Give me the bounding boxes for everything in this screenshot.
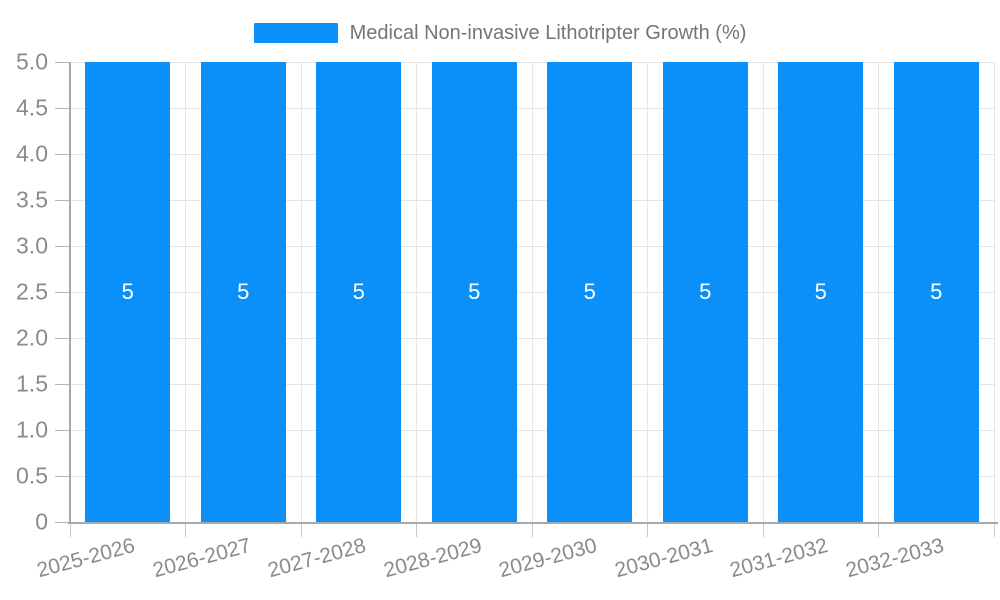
bar-value-label: 5 bbox=[468, 279, 481, 304]
y-axis-tick bbox=[55, 291, 70, 293]
x-axis-tick bbox=[300, 524, 302, 537]
x-axis-tick bbox=[416, 524, 417, 537]
bar-value-label: 5 bbox=[930, 279, 943, 304]
bar-value-label: 5 bbox=[814, 279, 827, 304]
x-axis-tick bbox=[531, 524, 533, 537]
v-gridline bbox=[647, 62, 648, 522]
x-tick-label: 2026-2027 bbox=[150, 534, 254, 583]
legend-swatch[interactable] bbox=[253, 23, 338, 43]
bar[interactable] bbox=[662, 62, 748, 522]
v-gridline bbox=[300, 62, 302, 522]
bar[interactable] bbox=[316, 62, 402, 522]
y-axis-tick bbox=[55, 107, 70, 109]
x-axis-tick bbox=[647, 524, 648, 537]
bar[interactable] bbox=[431, 62, 517, 522]
x-tick-label: 2030-2031 bbox=[612, 534, 716, 583]
x-axis-tick bbox=[762, 524, 764, 537]
y-tick-label: 3.0 bbox=[16, 232, 48, 259]
x-tick-label: 2029-2030 bbox=[496, 534, 600, 583]
bar[interactable] bbox=[200, 62, 286, 522]
y-tick-label: 2.0 bbox=[16, 324, 48, 351]
x-axis-tick bbox=[878, 524, 879, 537]
v-gridline bbox=[878, 62, 879, 522]
bar-value-label: 5 bbox=[583, 279, 596, 304]
bar[interactable] bbox=[547, 62, 633, 522]
legend[interactable]: Medical Non-invasive Lithotripter Growth… bbox=[0, 20, 1000, 46]
v-gridline bbox=[993, 62, 995, 522]
x-tick-label: 2031-2032 bbox=[727, 534, 831, 583]
y-tick-label: 3.5 bbox=[16, 186, 48, 213]
y-axis-tick bbox=[55, 337, 70, 339]
y-tick-label: 0 bbox=[35, 508, 48, 535]
y-axis-tick bbox=[55, 475, 70, 477]
x-axis-tick bbox=[69, 524, 71, 537]
x-axis-tick bbox=[185, 524, 186, 537]
bar[interactable] bbox=[893, 62, 979, 522]
x-axis-tick bbox=[993, 524, 995, 537]
y-tick-label: 5.0 bbox=[16, 48, 48, 75]
x-axis-line bbox=[68, 522, 998, 524]
y-tick-label: 0.5 bbox=[16, 462, 48, 489]
v-gridline bbox=[762, 62, 764, 522]
y-tick-label: 4.0 bbox=[16, 140, 48, 167]
y-tick-label: 4.5 bbox=[16, 94, 48, 121]
bar-value-label: 5 bbox=[699, 279, 712, 304]
bar[interactable] bbox=[85, 62, 171, 522]
y-axis-tick bbox=[55, 61, 70, 63]
y-axis-tick bbox=[55, 153, 70, 155]
bar[interactable] bbox=[778, 62, 864, 522]
y-axis-tick bbox=[55, 199, 70, 201]
y-tick-label: 2.5 bbox=[16, 278, 48, 305]
y-axis-tick bbox=[55, 429, 70, 431]
v-gridline bbox=[185, 62, 186, 522]
bar-value-label: 5 bbox=[121, 279, 134, 304]
y-axis-tick bbox=[55, 521, 70, 523]
y-tick-label: 1.5 bbox=[16, 370, 48, 397]
x-tick-label: 2032-2033 bbox=[843, 534, 947, 583]
v-gridline bbox=[416, 62, 417, 522]
y-axis-line bbox=[69, 62, 71, 524]
bar-value-label: 5 bbox=[237, 279, 250, 304]
y-tick-label: 1.0 bbox=[16, 416, 48, 443]
v-gridline bbox=[531, 62, 533, 522]
y-axis-tick bbox=[55, 383, 70, 385]
bar-value-label: 5 bbox=[352, 279, 365, 304]
x-tick-label: 2025-2026 bbox=[34, 534, 138, 583]
x-tick-label: 2027-2028 bbox=[265, 534, 369, 583]
x-tick-label: 2028-2029 bbox=[381, 534, 485, 583]
y-axis-tick bbox=[55, 245, 70, 247]
legend-label[interactable]: Medical Non-invasive Lithotripter Growth… bbox=[349, 22, 747, 44]
